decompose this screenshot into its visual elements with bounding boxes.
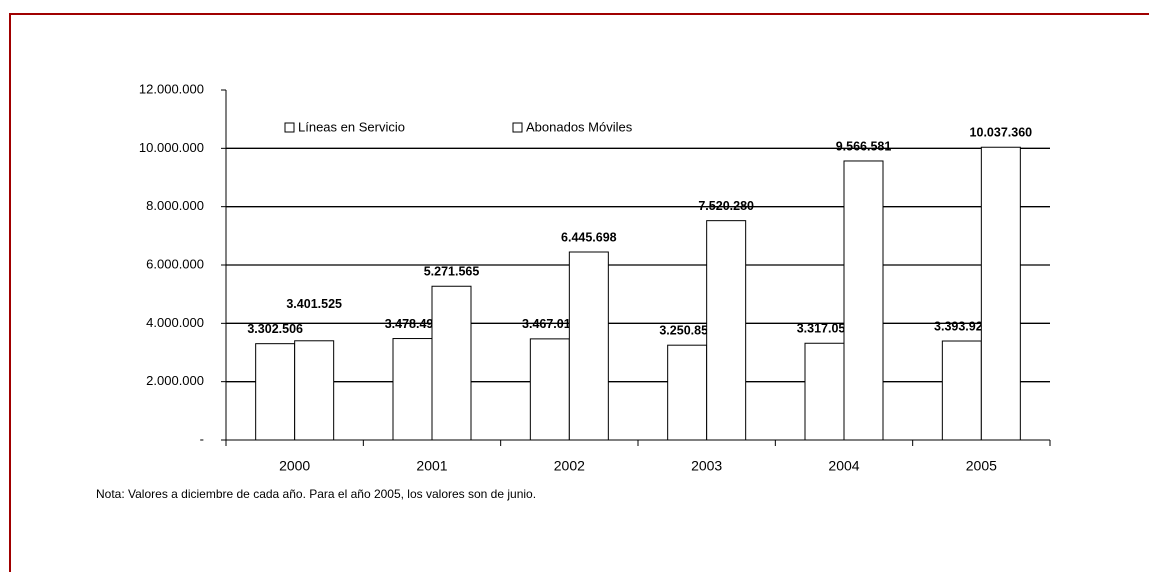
bar bbox=[255, 343, 296, 441]
x-tick-label: 2000 bbox=[279, 458, 310, 474]
x-tick-label: 2003 bbox=[691, 458, 722, 474]
bar bbox=[568, 251, 609, 441]
bar bbox=[667, 344, 708, 441]
value-label: 6.445.698 bbox=[561, 230, 617, 244]
y-tick-label: 12.000.000 bbox=[139, 81, 204, 96]
y-tick-label: 4.000.000 bbox=[146, 315, 204, 330]
x-tick-label: 2002 bbox=[554, 458, 585, 474]
x-tick-label: 2005 bbox=[966, 458, 997, 474]
bar bbox=[529, 338, 570, 441]
legend-swatch bbox=[284, 122, 295, 133]
y-tick-label: 10.000.000 bbox=[139, 140, 204, 155]
y-tick-label: - bbox=[200, 431, 204, 446]
legend-swatch bbox=[512, 122, 523, 133]
value-label: 3.250.855 bbox=[659, 323, 715, 337]
value-label: 7.520.280 bbox=[698, 199, 754, 213]
value-label: 9.566.581 bbox=[836, 139, 892, 153]
x-tick-label: 2001 bbox=[416, 458, 447, 474]
bar bbox=[980, 146, 1021, 441]
value-label: 5.271.565 bbox=[424, 265, 480, 279]
value-label: 3.401.525 bbox=[286, 297, 342, 311]
bar bbox=[431, 285, 472, 441]
bar bbox=[706, 220, 747, 441]
y-tick-label: 2.000.000 bbox=[146, 373, 204, 388]
bar bbox=[843, 160, 884, 441]
bar bbox=[941, 340, 982, 441]
value-label: 3.467.015 bbox=[522, 317, 578, 331]
bar bbox=[392, 338, 433, 441]
value-label: 3.302.506 bbox=[247, 322, 303, 336]
x-tick-label: 2004 bbox=[828, 458, 859, 474]
value-label: 10.037.360 bbox=[970, 126, 1033, 140]
legend-label: Abonados Móviles bbox=[526, 119, 633, 134]
note: Nota: Valores a diciembre de cada año. P… bbox=[96, 487, 536, 501]
bar bbox=[294, 340, 335, 441]
value-label: 3.478.490 bbox=[385, 317, 441, 331]
value-label: 3.393.921 bbox=[934, 319, 990, 333]
y-tick-label: 8.000.000 bbox=[146, 198, 204, 213]
bar bbox=[804, 342, 845, 441]
legend-label: Líneas en Servicio bbox=[298, 119, 405, 134]
value-label: 3.317.052 bbox=[797, 322, 853, 336]
y-tick-label: 6.000.000 bbox=[146, 256, 204, 271]
